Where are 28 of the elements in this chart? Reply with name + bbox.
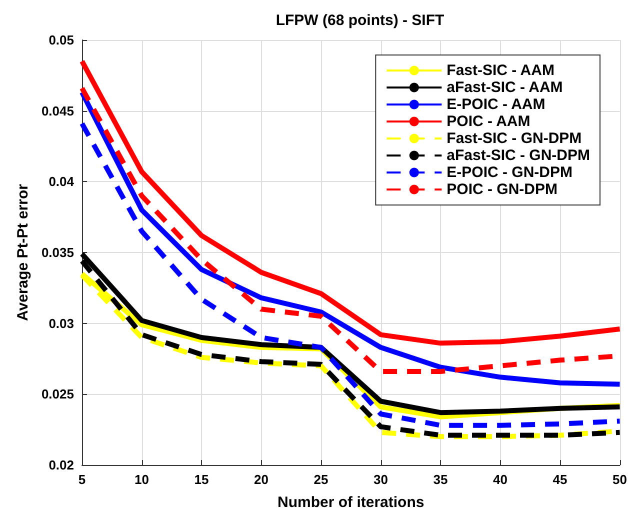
x-tick-label: 30 [374,472,388,487]
y-tick-label: 0.035 [41,245,74,260]
x-tick-label: 40 [493,472,508,487]
y-tick-label: 0.04 [48,174,75,190]
x-tick-label: 15 [194,472,209,487]
legend-label: aFast-SIC - AAM [446,79,563,96]
y-tick-label: 0.02 [48,458,74,472]
legend-label: POIC - GN-DPM [446,181,558,198]
legend-label: Fast-SIC - AAM [446,62,554,79]
x-tick-label: 25 [314,472,328,487]
y-tick-label: 0.05 [48,32,74,48]
x-tick-label: 45 [552,472,568,487]
x-tick-label: 50 [612,472,628,487]
y-tick-label: 0.045 [41,103,74,118]
y-tick-label: 0.03 [48,316,74,331]
x-tick-label: 20 [254,472,268,487]
legend-label: aFast-SIC - GN-DPM [446,147,590,164]
x-tick-label: 35 [433,472,448,487]
x-tick-label: 5 [78,472,86,487]
y-tick-label: 0.025 [41,386,74,402]
legend-label: POIC - AAM [446,113,530,130]
legend-label: E-POIC - GN-DPM [446,164,572,181]
legend-label: Fast-SIC - GN-DPM [446,130,582,147]
chart-title: LFPW (68 points) - SIFT [276,12,444,29]
y-axis-title: Average Pt-Pt error [14,184,32,321]
legend-label: E-POIC - AAM [446,96,546,113]
x-axis-title: Number of iterations [278,494,424,511]
x-tick-label: 10 [134,472,149,487]
